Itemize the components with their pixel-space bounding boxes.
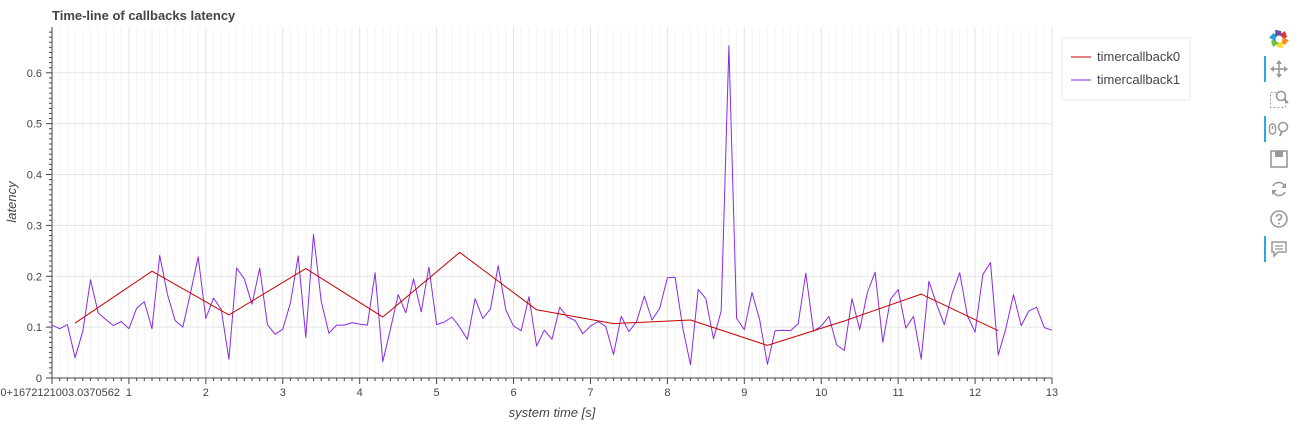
x-tick-label: 0+1672121003.0370562 xyxy=(0,387,120,399)
x-tick-label: 11 xyxy=(892,387,903,399)
x-tick-label: 9 xyxy=(741,387,747,399)
series-line-timercallback0 xyxy=(74,251,999,346)
pan-tool-button[interactable] xyxy=(1264,54,1294,84)
hover-icon xyxy=(1271,241,1287,258)
chart-title: Time-line of callbacks latency xyxy=(52,8,236,23)
axes: 0+1672121003.0370562 1 2 3 4 5 6 7 8 9 10 11 12 1300.… xyxy=(0,27,1058,399)
y-tick-label: 0.1 xyxy=(27,322,42,334)
legend-item-timercallback1[interactable]: timercallback1 xyxy=(1071,72,1180,87)
help-icon xyxy=(1270,210,1288,228)
legend[interactable]: timercallback0 timercallback1 xyxy=(1061,37,1191,101)
help-tool-button[interactable] xyxy=(1264,204,1294,234)
hover-tool-button[interactable] xyxy=(1264,234,1294,264)
x-tick-label: 8 xyxy=(664,387,670,399)
x-tick-label: 1 xyxy=(126,387,132,399)
x-tick-label: 7 xyxy=(587,387,593,399)
save-icon xyxy=(1270,150,1288,168)
box-zoom-icon xyxy=(1270,90,1289,108)
x-tick-label: 3 xyxy=(280,387,286,399)
pan-icon xyxy=(1270,60,1288,78)
plot-area[interactable] xyxy=(51,45,1053,366)
x-tick-label: 12 xyxy=(969,387,981,399)
x-tick-label: 2 xyxy=(203,387,209,399)
legend-box xyxy=(1061,37,1191,101)
reset-icon xyxy=(1272,181,1286,197)
x-axis-label: system time [s] xyxy=(509,405,596,420)
series-line-timercallback1 xyxy=(51,45,1053,366)
x-tick-label: 5 xyxy=(434,387,440,399)
legend-item-timercallback0[interactable]: timercallback0 xyxy=(1071,49,1180,64)
wheel-zoom-tool-button[interactable] xyxy=(1264,114,1294,144)
y-tick-label: 0.2 xyxy=(27,271,42,283)
logo-petal xyxy=(1275,29,1282,37)
x-tick-label: 4 xyxy=(357,387,363,399)
wheel-zoom-icon xyxy=(1268,121,1289,137)
bokeh-logo[interactable] xyxy=(1264,24,1294,54)
legend-label-timercallback1: timercallback1 xyxy=(1097,72,1180,87)
reset-tool-button[interactable] xyxy=(1264,174,1294,204)
y-tick-label: 0.4 xyxy=(27,170,42,182)
y-tick-label: 0.3 xyxy=(27,220,42,232)
grid xyxy=(51,27,1053,379)
legend-label-timercallback0: timercallback0 xyxy=(1097,49,1180,64)
x-tick-label: 13 xyxy=(1046,387,1058,399)
x-tick-label: 10 xyxy=(815,387,827,399)
x-tick-label: 6 xyxy=(510,387,516,399)
y-tick-label: 0.5 xyxy=(27,119,42,131)
y-tick-label: 0 xyxy=(36,373,42,385)
y-axis-label: latency xyxy=(4,180,19,223)
toolbar xyxy=(1264,24,1294,264)
bokeh-logo-icon xyxy=(1269,29,1289,49)
y-tick-label: 0.6 xyxy=(27,68,42,80)
save-tool-button[interactable] xyxy=(1264,144,1294,174)
box-zoom-tool-button[interactable] xyxy=(1264,84,1294,114)
